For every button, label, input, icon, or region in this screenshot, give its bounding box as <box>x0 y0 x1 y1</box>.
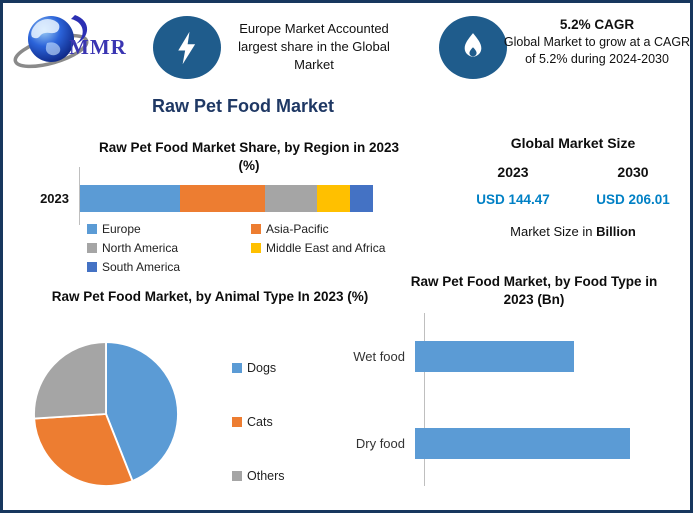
note-unit: Billion <box>596 224 636 239</box>
legend-swatch-icon <box>87 223 97 234</box>
mmr-logo: MMR <box>13 9 153 81</box>
legend-item-middle-east-and-africa: Middle East and Africa <box>251 241 387 255</box>
bar-segment-europe <box>80 185 180 212</box>
year-start: 2023 <box>497 164 529 180</box>
legend-label: Europe <box>102 221 141 236</box>
legend-swatch-icon <box>87 242 97 253</box>
legend-item-europe: Europe <box>87 222 251 236</box>
legend-swatch-icon <box>232 363 242 373</box>
category-label: Dry food <box>355 436 405 451</box>
food-row-wet-food: Wet food <box>345 341 574 372</box>
bar-segment-north-america <box>264 185 318 212</box>
legend-item-north-america: North America <box>87 241 251 255</box>
food-row-dry-food: Dry food <box>345 428 630 459</box>
legend-item-dogs: Dogs <box>232 361 285 375</box>
cagr-icon-badge <box>439 16 507 79</box>
highlight-text: Europe Market Accounted largest share in… <box>238 21 390 73</box>
pie-slice-others <box>33 341 107 420</box>
page-title: Raw Pet Food Market <box>151 96 335 116</box>
market-size-title: Global Market Size <box>510 135 636 151</box>
highlight-icon-badge <box>153 16 221 79</box>
bar-wet-food <box>415 341 574 372</box>
legend-label: Middle East and Africa <box>266 240 386 255</box>
value-start: USD 144.47 <box>476 192 550 207</box>
legend-label: Cats <box>247 415 273 429</box>
legend-swatch-icon <box>251 223 261 234</box>
legend-swatch-icon <box>87 261 97 272</box>
legend-label: Others <box>247 469 285 483</box>
legend-swatch-icon <box>232 471 242 481</box>
legend-label: North America <box>102 240 179 255</box>
flame-icon <box>464 32 482 57</box>
market-size-years: 2023 2030 <box>448 164 688 180</box>
logo-text: MMR <box>69 35 127 59</box>
legend-item-others: Others <box>232 469 285 483</box>
legend-label: Asia-Pacific <box>266 221 329 236</box>
value-end: USD 206.01 <box>596 192 670 207</box>
legend-item-south-america: South America <box>87 260 251 274</box>
pie-icon <box>33 341 179 487</box>
legend-item-cats: Cats <box>232 415 285 429</box>
pie-slice-cats <box>33 413 134 487</box>
legend-label: Dogs <box>247 361 277 375</box>
category-label: Wet food <box>353 349 405 364</box>
animal-pie-legend: Dogs Cats Others <box>232 361 285 483</box>
legend-swatch-icon <box>251 242 261 253</box>
market-size-note: Market Size in Billion <box>443 224 690 239</box>
food-chart-title: Raw Pet Food Market, by Food Type in 202… <box>410 274 658 308</box>
globe-logo-icon <box>13 15 89 69</box>
bar-segment-south-america <box>349 185 373 212</box>
legend-label: South America <box>102 259 181 274</box>
region-chart-title: Raw Pet Food Market Share, by Region in … <box>98 140 400 174</box>
bar-segment-middle-east-and-africa <box>317 185 350 212</box>
animal-chart-title: Raw Pet Food Market, by Animal Type In 2… <box>51 289 369 304</box>
bar-segment-asia-pacific <box>179 185 265 212</box>
bar-dry-food <box>415 428 630 459</box>
market-size-values: USD 144.47 USD 206.01 <box>448 192 688 207</box>
legend-item-asia-pacific: Asia-Pacific <box>251 222 387 236</box>
lightning-icon <box>178 31 196 64</box>
food-bar-chart: Wet food Dry food <box>345 313 690 486</box>
food-axis-line <box>424 313 425 486</box>
cagr-title: 5.2% CAGR <box>559 17 635 32</box>
animal-pie-chart <box>31 339 181 489</box>
legend-swatch-icon <box>232 417 242 427</box>
cagr-text: Global Market to grow at a CAGR of 5.2% … <box>503 35 691 66</box>
cagr-block: 5.2% CAGR Global Market to grow at a CAG… <box>503 17 691 68</box>
year-end: 2030 <box>617 164 649 180</box>
pie-slice-dogs <box>105 341 179 483</box>
note-prefix: Market Size in <box>510 224 597 239</box>
region-legend: Europe North America South America Asia-Pac… <box>87 219 387 276</box>
region-axis-label: 2023 <box>40 191 69 206</box>
region-axis-line <box>79 167 80 225</box>
region-stacked-bar <box>80 185 373 212</box>
